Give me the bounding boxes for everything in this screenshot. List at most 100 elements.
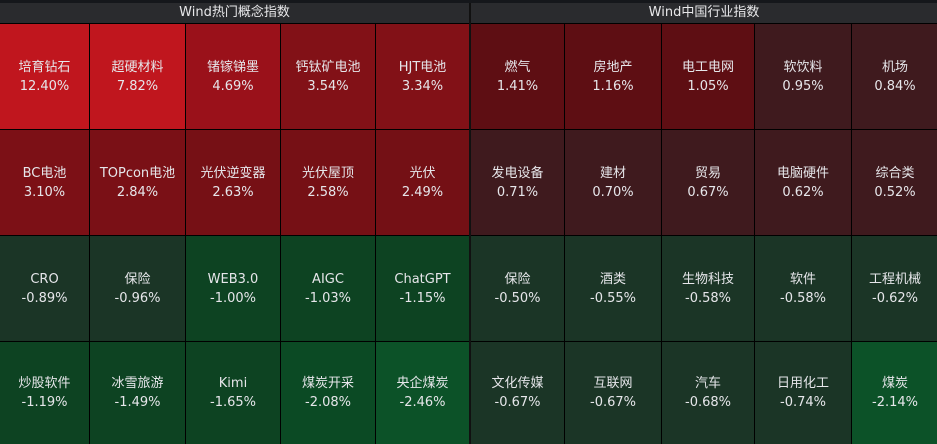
tile-name: 酒类 bbox=[599, 271, 626, 287]
tile-change: -1.49% bbox=[114, 395, 161, 410]
tile-name: 工程机械 bbox=[868, 271, 921, 287]
heatmap-tile[interactable]: 钙钛矿电池 3.54% bbox=[281, 24, 375, 129]
tile-change: -2.14% bbox=[872, 395, 918, 410]
tile-change: 2.49% bbox=[401, 184, 444, 200]
heatmap-tile[interactable]: 锗镓锑墨 4.69% bbox=[186, 24, 280, 129]
heatmap-tile[interactable]: 文化传媒 -0.67% bbox=[471, 342, 564, 444]
tile-name: 电工电网 bbox=[681, 59, 734, 75]
tile-change: -2.46% bbox=[399, 395, 446, 410]
heatmap-tile[interactable]: 光伏 2.49% bbox=[376, 130, 469, 235]
heatmap-tile[interactable]: 央企煤炭 -2.46% bbox=[376, 342, 469, 444]
tile-name: 发电设备 bbox=[491, 165, 544, 181]
heatmap-tile[interactable]: Kimi -1.65% bbox=[186, 342, 280, 444]
heatmap-tile[interactable]: 电脑硬件 0.62% bbox=[755, 130, 851, 235]
heatmap-tile[interactable]: 建材 0.70% bbox=[565, 130, 661, 235]
tile-name: 建材 bbox=[599, 165, 626, 181]
tile-change: 2.84% bbox=[116, 184, 159, 200]
tile-change: 4.69% bbox=[212, 78, 254, 94]
tile-name: 煤炭 bbox=[881, 376, 908, 391]
tile-name: 机场 bbox=[881, 59, 908, 75]
panel-title: Wind热门概念指数 bbox=[0, 3, 469, 24]
heatmap-tile[interactable]: 汽车 -0.68% bbox=[662, 342, 754, 444]
heatmap-tile[interactable]: 煤炭开采 -2.08% bbox=[281, 342, 375, 444]
tile-change: 1.05% bbox=[687, 78, 729, 94]
heatmap-tile[interactable]: 煤炭 -2.14% bbox=[852, 342, 937, 444]
heatmap-tile[interactable]: 发电设备 0.71% bbox=[471, 130, 564, 235]
tile-name: 光伏屋顶 bbox=[301, 165, 354, 181]
heatmap-tile[interactable]: 工程机械 -0.62% bbox=[852, 236, 937, 341]
tile-name: 燃气 bbox=[504, 59, 531, 75]
heatmap-tile[interactable]: 酒类 -0.55% bbox=[565, 236, 661, 341]
tile-name: TOPcon电池 bbox=[99, 165, 176, 181]
heatmap-tile[interactable]: 光伏屋顶 2.58% bbox=[281, 130, 375, 235]
tile-change: -1.19% bbox=[21, 395, 68, 410]
tile-change: -0.55% bbox=[590, 290, 636, 306]
tile-name: Kimi bbox=[218, 376, 248, 391]
tile-change: -1.15% bbox=[399, 290, 446, 306]
heatmap-tile[interactable]: 燃气 1.41% bbox=[471, 24, 564, 129]
tile-name: 光伏逆变器 bbox=[200, 165, 266, 181]
tile-change: -0.50% bbox=[494, 290, 541, 306]
heatmap-tile[interactable]: BC电池 3.10% bbox=[0, 130, 89, 235]
tile-change: -0.58% bbox=[685, 290, 731, 306]
heatmap-tile[interactable]: 综合类 0.52% bbox=[852, 130, 937, 235]
tile-change: 0.70% bbox=[592, 184, 634, 200]
heatmap-tile[interactable]: 保险 -0.96% bbox=[90, 236, 185, 341]
tile-change: 0.84% bbox=[874, 78, 916, 94]
heatmap-tile[interactable]: 互联网 -0.67% bbox=[565, 342, 661, 444]
heatmap-tile[interactable]: 软饮料 0.95% bbox=[755, 24, 851, 129]
heatmap-tile[interactable]: 软件 -0.58% bbox=[755, 236, 851, 341]
tile-name: 汽车 bbox=[694, 376, 721, 391]
heatmap-tile[interactable]: 机场 0.84% bbox=[852, 24, 937, 129]
tile-change: 2.63% bbox=[212, 184, 254, 200]
tile-name: 综合类 bbox=[875, 165, 915, 181]
tile-name: 保险 bbox=[504, 271, 531, 287]
heatmap-tile[interactable]: 炒股软件 -1.19% bbox=[0, 342, 89, 444]
heatmap-tile[interactable]: 超硬材料 7.82% bbox=[90, 24, 185, 129]
tile-change: -1.65% bbox=[210, 395, 256, 410]
heatmap-tile[interactable]: CRO -0.89% bbox=[0, 236, 89, 341]
heatmap-tile[interactable]: ChatGPT -1.15% bbox=[376, 236, 469, 341]
top-strip bbox=[0, 0, 937, 3]
heatmap-grid: 培育钻石 12.40% 超硬材料 7.82% 锗镓锑墨 4.69% 钙钛矿电池 3.54% HJ… bbox=[0, 24, 469, 444]
heatmap-tile[interactable]: 生物科技 -0.58% bbox=[662, 236, 754, 341]
heatmap-tile[interactable]: 保险 -0.50% bbox=[471, 236, 564, 341]
tile-change: 12.40% bbox=[19, 78, 70, 94]
tile-name: 软件 bbox=[789, 271, 816, 287]
tile-change: 3.10% bbox=[23, 184, 66, 200]
tile-name: BC电池 bbox=[22, 165, 67, 181]
heatmap-tile[interactable]: 电工电网 1.05% bbox=[662, 24, 754, 129]
tile-name: 冰雪旅游 bbox=[111, 376, 164, 391]
tile-change: -0.68% bbox=[685, 395, 731, 410]
tile-change: -0.89% bbox=[21, 290, 68, 306]
tile-name: AIGC bbox=[312, 271, 344, 287]
tile-change: 3.54% bbox=[307, 78, 349, 94]
heatmap-tile[interactable]: 冰雪旅游 -1.49% bbox=[90, 342, 185, 444]
heatmap-tile[interactable]: 培育钻石 12.40% bbox=[0, 24, 89, 129]
tile-name: 贸易 bbox=[694, 165, 721, 181]
heatmap-tile[interactable]: 光伏逆变器 2.63% bbox=[186, 130, 280, 235]
heatmap-tile[interactable]: 房地产 1.16% bbox=[565, 24, 661, 129]
china-industry-index-panel: Wind中国行业指数 燃气 1.41% 房地产 1.16% 电工电网 1.05% 软饮料 0.… bbox=[471, 3, 937, 444]
tile-name: 日用化工 bbox=[776, 376, 829, 391]
tile-change: -2.08% bbox=[305, 395, 351, 410]
heatmap-tile[interactable]: HJT电池 3.34% bbox=[376, 24, 469, 129]
tile-name: 锗镓锑墨 bbox=[206, 59, 259, 75]
tile-name: CRO bbox=[30, 271, 59, 287]
heatmap-tile[interactable]: 日用化工 -0.74% bbox=[755, 342, 851, 444]
tile-name: 互联网 bbox=[593, 376, 633, 391]
tile-change: 3.34% bbox=[401, 78, 444, 94]
hot-concept-index-panel: Wind热门概念指数 培育钻石 12.40% 超硬材料 7.82% 锗镓锑墨 4.69% 钙… bbox=[0, 3, 469, 444]
tile-change: 1.41% bbox=[496, 78, 539, 94]
tile-change: -0.58% bbox=[780, 290, 826, 306]
tile-name: 软饮料 bbox=[783, 59, 823, 75]
heatmap-tile[interactable]: 贸易 0.67% bbox=[662, 130, 754, 235]
tile-change: 0.52% bbox=[874, 184, 916, 200]
tile-change: 0.71% bbox=[496, 184, 539, 200]
tile-change: -1.00% bbox=[210, 290, 256, 306]
heatmap-tile[interactable]: TOPcon电池 2.84% bbox=[90, 130, 185, 235]
tile-change: -0.67% bbox=[590, 395, 636, 410]
heatmap-tile[interactable]: WEB3.0 -1.00% bbox=[186, 236, 280, 341]
heatmap-tile[interactable]: AIGC -1.03% bbox=[281, 236, 375, 341]
tile-name: 光伏 bbox=[409, 165, 436, 181]
